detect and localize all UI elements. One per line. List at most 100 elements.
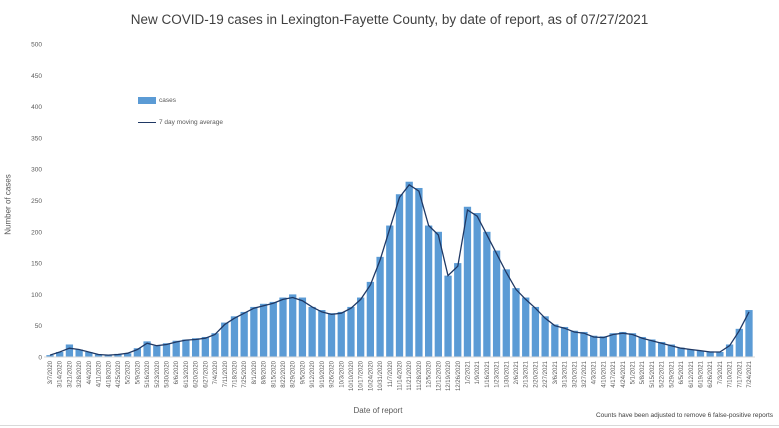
x-tick-label: 4/25/2020 (116, 360, 122, 387)
x-tick-label: 9/5/2020 (300, 360, 306, 384)
x-tick-label: 4/10/2021 (601, 360, 607, 387)
bar (327, 313, 336, 357)
bar (551, 324, 559, 357)
y-tick-label: 350 (31, 135, 42, 142)
chart-note: Counts have been adjusted to remove 6 fa… (595, 412, 773, 419)
legend-item-cases: cases (138, 94, 223, 106)
bar (376, 256, 384, 357)
x-tick-label: 5/22/2021 (660, 360, 666, 387)
bar (94, 354, 103, 357)
x-tick-label: 6/20/2020 (194, 360, 200, 387)
bar (221, 322, 229, 357)
bar (444, 275, 452, 357)
bar (172, 340, 180, 357)
bar (473, 213, 481, 357)
x-tick-label: 6/26/2021 (708, 360, 714, 387)
x-tick-label: 3/13/2021 (563, 360, 569, 387)
bar (745, 310, 753, 357)
x-tick-label: 12/19/2020 (446, 360, 452, 391)
bar (405, 181, 413, 357)
bar (259, 303, 268, 357)
bar (580, 331, 588, 357)
x-tick-label: 6/6/2020 (174, 360, 180, 384)
x-tick-label: 5/23/2020 (155, 360, 161, 387)
x-tick-label: 9/26/2020 (330, 360, 336, 387)
legend-swatch-cases (138, 96, 156, 104)
x-tick-label: 2/6/2021 (514, 360, 520, 384)
x-tick-label: 3/20/2021 (572, 360, 578, 387)
chart-title: New COVID-19 cases in Lexington-Fayette … (130, 12, 649, 27)
x-tick-label: 7/25/2020 (242, 360, 248, 387)
legend-item-moving-average: 7 day moving average (138, 116, 223, 128)
bar (240, 311, 248, 357)
x-tick-label: 10/17/2020 (359, 360, 365, 391)
bar (279, 297, 287, 357)
y-tick-label: 100 (31, 292, 42, 299)
x-tick-label: 5/29/2021 (669, 360, 675, 387)
bar (114, 353, 122, 357)
y-tick-label: 200 (31, 229, 42, 236)
bar (522, 297, 530, 357)
x-tick-label: 5/2/2020 (126, 360, 132, 384)
x-tick-label: 11/21/2020 (407, 360, 413, 390)
x-tick-label: 11/14/2020 (398, 360, 404, 390)
y-tick-label: 150 (31, 261, 42, 268)
legend: cases 7 day moving average (138, 94, 223, 138)
bar (541, 316, 549, 357)
bar (415, 187, 423, 357)
bar (46, 355, 54, 357)
bar (454, 263, 462, 357)
bar (211, 333, 219, 357)
x-tick-label: 10/24/2020 (368, 360, 374, 391)
x-tick-label: 6/5/2021 (679, 360, 685, 384)
bar (182, 339, 190, 357)
x-tick-label: 1/23/2021 (495, 360, 501, 387)
x-tick-label: 7/3/2021 (718, 360, 724, 384)
bar (143, 341, 151, 357)
x-tick-label: 8/22/2020 (281, 360, 287, 387)
bar (250, 306, 258, 357)
bar (162, 343, 171, 357)
x-tick-label: 7/24/2021 (747, 360, 753, 387)
bar (590, 335, 598, 357)
bar (230, 316, 239, 357)
x-tick-label: 8/1/2020 (252, 360, 258, 384)
bar (65, 344, 74, 357)
x-tick-label: 4/18/2020 (106, 360, 112, 387)
x-tick-label: 1/9/2021 (475, 360, 481, 384)
bar (667, 344, 675, 357)
x-tick-label: 7/4/2020 (213, 360, 219, 384)
bar (153, 345, 161, 357)
bar (56, 351, 64, 357)
x-tick-label: 6/12/2021 (689, 360, 695, 387)
y-tick-label: 50 (35, 323, 43, 330)
x-tick-label: 7/11/2020 (223, 360, 229, 387)
bar (696, 350, 705, 357)
x-axis-label: Date of report (354, 406, 404, 415)
x-tick-label: 3/27/2021 (582, 360, 588, 387)
bar (85, 351, 93, 357)
bar (512, 288, 520, 357)
bar (395, 194, 404, 357)
x-tick-label: 5/9/2020 (135, 360, 141, 384)
moving-average-line (49, 183, 750, 356)
bar (677, 347, 685, 357)
bar (434, 231, 442, 357)
bar (386, 225, 394, 357)
bar (570, 330, 578, 357)
bar (531, 306, 540, 357)
bar (648, 339, 656, 357)
bar (687, 349, 695, 357)
bar (735, 328, 743, 357)
x-tick-label: 2/13/2021 (524, 360, 530, 387)
bar (269, 301, 277, 357)
x-tick-label: 12/26/2020 (456, 360, 462, 391)
x-tick-label: 3/21/2020 (67, 360, 73, 387)
bar (289, 294, 297, 357)
bar (706, 351, 714, 357)
x-tick-label: 11/28/2020 (417, 360, 423, 390)
x-tick-label: 5/16/2020 (145, 360, 151, 387)
bar (609, 333, 617, 357)
bar (366, 281, 375, 357)
